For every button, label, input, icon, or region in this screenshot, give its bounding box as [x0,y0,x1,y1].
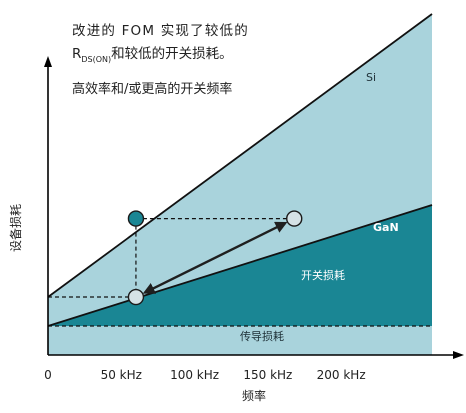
headline-line-3: 高效率和/或更高的开关频率 [72,81,232,97]
switching-loss-label: 开关损耗 [301,268,345,282]
rds-subscript: DS(ON) [81,55,111,64]
x-axis-arrow [453,351,464,359]
si-loss-line [47,13,433,298]
conduction-loss-band [48,326,432,355]
gan-operating-point [127,288,145,306]
y-axis-arrow [44,56,52,67]
headline-line-1: 改进的 FOM 实现了较低的 [72,23,249,39]
guide-layer [48,218,295,298]
x-tick-label-3: 150 kHz [243,368,292,382]
gan-high-frequency-point [286,210,303,227]
tick-label-layer: 0 50 kHz 100 kHz 150 kHz 200 kHz [44,368,365,382]
rds-rest: 和较低的开关损耗。 [111,46,233,62]
gan-series-label: GaN [373,221,399,234]
headline-line-2: RDS(ON)和较低的开关损耗。 [72,46,233,64]
x-axis-title: 频率 [242,388,266,403]
point-layer [127,210,303,306]
area-layer [48,14,432,355]
x-tick-label-1: 50 kHz [101,368,142,382]
x-tick-label-0: 0 [44,368,52,382]
y-axis-title: 设备损耗 [9,204,23,252]
si-series-label: Si [366,71,376,84]
si-operating-point [127,210,145,227]
frequency-shift-arrow [142,221,288,294]
conduction-loss-label: 传导损耗 [240,329,284,343]
x-tick-label-4: 200 kHz [317,368,366,382]
x-tick-label-2: 100 kHz [170,368,219,382]
rds-symbol: R [72,46,81,62]
